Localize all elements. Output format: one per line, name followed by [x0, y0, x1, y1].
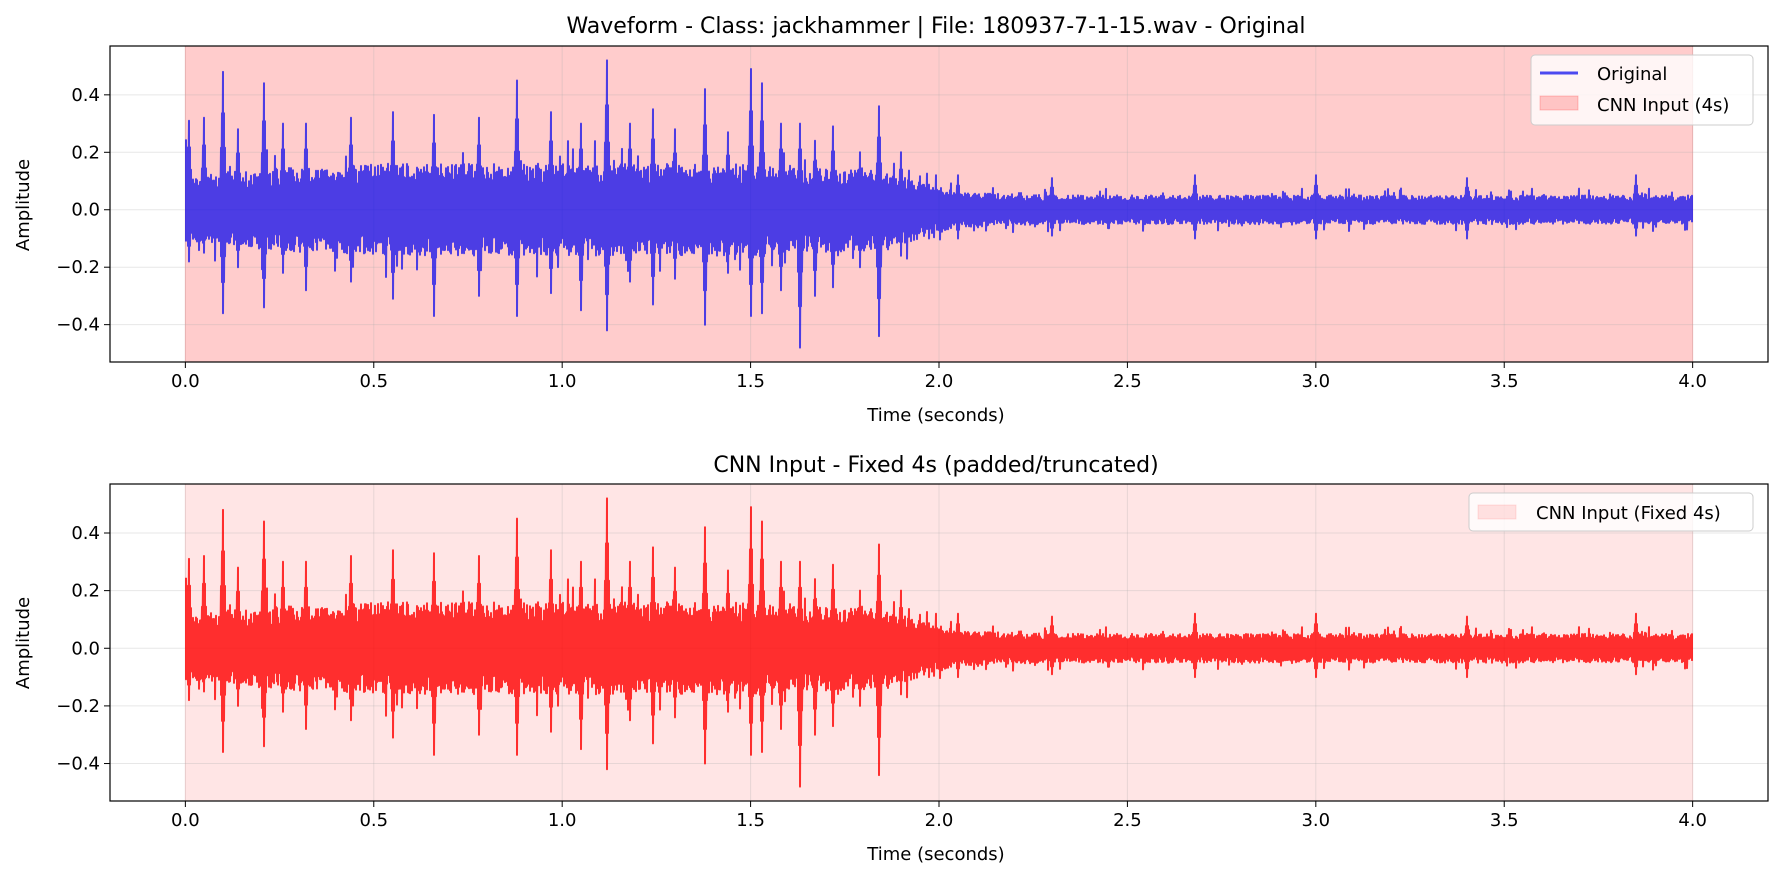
x-tick-label: 2.0: [925, 810, 954, 831]
x-tick-label: 3.0: [1301, 371, 1330, 392]
x-axis-label: Time (seconds): [866, 844, 1004, 865]
x-tick-label: 2.0: [925, 371, 954, 392]
y-axis-label: Amplitude: [13, 159, 34, 251]
legend-span-swatch: [1539, 95, 1579, 111]
x-tick-label: 0.5: [359, 810, 388, 831]
chart-title: CNN Input - Fixed 4s (padded/truncated): [713, 453, 1158, 478]
y-tick-label: −0.2: [56, 696, 100, 717]
x-tick-label: 0.0: [171, 810, 200, 831]
plot-area: 0.0 0.5 1.0 1.5 2.0 2.5 3.0 3.5 4.0 −0.4 −0.2 0.0 0.…: [56, 483, 1769, 831]
x-tick-label: 1.5: [736, 371, 765, 392]
waveform-original-panel: Waveform - Class: jackhammer | File: 180…: [13, 14, 1769, 426]
legend-entry-cnn-input-fixed: CNN Input (Fixed 4s): [1536, 503, 1721, 524]
legend: CNN Input (Fixed 4s): [1468, 492, 1754, 532]
x-tick-label: 2.5: [1113, 810, 1142, 831]
plot-area: 0.0 0.5 1.0 1.5 2.0 2.5 3.0 3.5 4.0 −0.4 −0.2 0.0 0.…: [56, 45, 1769, 392]
x-tick-label: 2.5: [1113, 371, 1142, 392]
x-tick-label: 0.5: [359, 371, 388, 392]
cnn-input-panel: CNN Input - Fixed 4s (padded/truncated) …: [13, 453, 1769, 865]
waveform-line: [185, 497, 1693, 788]
x-axis-label: Time (seconds): [866, 405, 1004, 426]
legend-entry-original: Original: [1597, 64, 1667, 85]
y-tick-label: 0.4: [71, 523, 100, 544]
x-tick-label: 4.0: [1678, 371, 1707, 392]
x-tick-label: 3.0: [1301, 810, 1330, 831]
legend-frame: [1530, 54, 1754, 126]
x-tick-label: 3.5: [1490, 810, 1519, 831]
x-tick-label: 0.0: [171, 371, 200, 392]
y-tick-label: −0.4: [56, 315, 100, 336]
legend: Original CNN Input (4s): [1530, 54, 1754, 126]
x-tick-label: 4.0: [1678, 810, 1707, 831]
legend-entry-cnn-input: CNN Input (4s): [1597, 95, 1729, 116]
y-tick-label: 0.0: [71, 638, 100, 659]
waveform-line: [185, 59, 1693, 349]
y-tick-label: −0.2: [56, 257, 100, 278]
y-tick-label: 0.2: [71, 581, 100, 602]
x-tick-label: 1.0: [548, 371, 577, 392]
y-tick-label: 0.4: [71, 85, 100, 106]
chart-title: Waveform - Class: jackhammer | File: 180…: [566, 14, 1305, 39]
legend-frame: [1468, 492, 1754, 532]
y-tick-label: −0.4: [56, 754, 100, 775]
x-tick-label: 1.5: [736, 810, 765, 831]
x-tick-label: 1.0: [548, 810, 577, 831]
legend-span-swatch: [1477, 504, 1517, 520]
y-tick-label: 0.2: [71, 142, 100, 163]
x-tick-label: 3.5: [1490, 371, 1519, 392]
y-axis-label: Amplitude: [13, 597, 34, 689]
y-tick-label: 0.0: [71, 200, 100, 221]
